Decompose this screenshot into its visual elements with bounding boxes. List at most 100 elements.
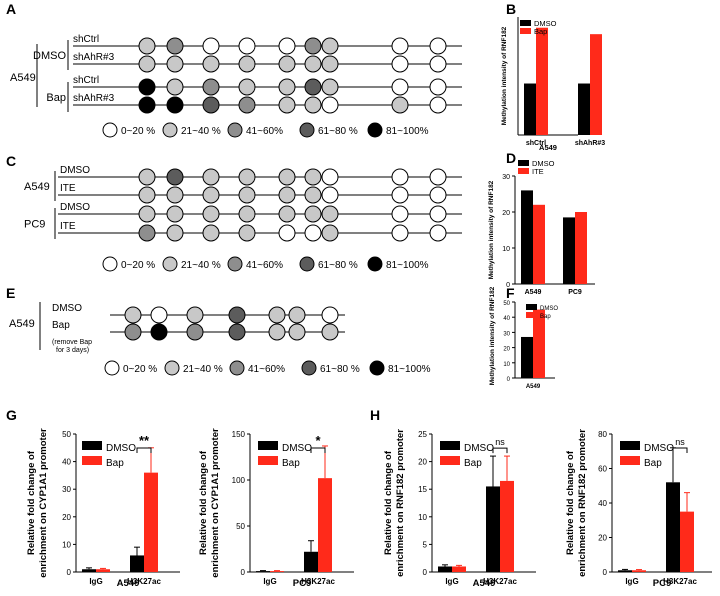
cpg-site-circle [238,37,256,55]
legend-swatch [518,160,529,166]
legend-label: DMSO [106,443,136,454]
cpg-site-circle [304,186,322,204]
cpg-site-circle [288,306,306,324]
cpg-site-circle [304,55,322,73]
legend-swatch [526,304,537,310]
legend-swatch [367,122,383,138]
panel-label-h: H [370,407,380,423]
cpg-site-circle [321,37,339,55]
bar-bap [680,511,694,572]
cpg-site-circle [304,96,322,114]
cpg-site-circle [288,323,306,341]
cpg-site-circle [166,55,184,73]
cpg-site-circle [429,78,447,96]
chart-title: PC9 [653,578,671,589]
row-label: shAhR#3 [73,52,115,63]
panel-label-f: F [506,285,515,301]
legend-label: 81~100% [388,364,431,375]
legend-label: 21~40 % [183,364,223,375]
y-axis-label: Relative fold change of [383,450,394,555]
row-label: DMSO [52,303,82,314]
legend-swatch [440,456,460,465]
cpg-site-circle [238,224,256,242]
cpg-site-circle [202,168,220,186]
legend-label: DMSO [282,443,312,454]
legend-label: 0~20 % [121,126,155,137]
legend-label: DMSO [532,159,555,168]
cpg-site-circle [429,37,447,55]
legend-label: DMSO [540,306,558,312]
y-tick-label: 0 [67,568,72,577]
cpg-site-circle [186,323,204,341]
y-tick-label: 100 [232,476,246,485]
cpg-site-circle [429,186,447,204]
legend-label: Bap [282,458,300,469]
x-tick-label: H3K27ac [663,577,697,586]
cpg-site-circle [202,186,220,204]
bar-dmso [82,569,96,572]
legend-label: 41~60% [248,364,285,375]
legend-label: Bap [540,314,551,320]
row-sublabel: (remove Bap [52,339,92,346]
legend-swatch [620,456,640,465]
bar-dmso [256,571,270,572]
cell-line-label: A549 [10,72,36,84]
x-tick-label: A549 [525,289,542,296]
cpg-site-circle [321,323,339,341]
cpg-site-circle [124,306,142,324]
bar-dmso [666,482,680,572]
cpg-site-circle [304,37,322,55]
cpg-site-circle [429,224,447,242]
significance-marker: ** [139,433,150,448]
y-axis-label: enrichment on RNF182 promoter [577,429,588,577]
y-tick-label: 20 [503,347,510,353]
legend-swatch [82,441,102,450]
bar-bap [270,571,284,572]
row-label: DMSO [60,165,90,176]
legend-label: 61~80 % [318,126,358,137]
chart-panel-g: 0 50 100 150 Relative fold change of enrichme… [198,428,354,589]
row-label: shCtrl [73,34,99,45]
cpg-site-circle [321,78,339,96]
cpg-site-circle [238,186,256,204]
legend-label: 0~20 % [121,260,155,271]
x-tick-label: H3K27ac [301,577,335,586]
legend-swatch [258,441,278,450]
significance-bracket [310,447,326,453]
methylation-diagrams: A549 DMSO shCtrl shAhR#3 Bap shCtrl shAhR#3 0~2… [9,34,462,376]
cpg-site-circle [166,96,184,114]
legend-swatch [369,360,385,376]
bar-dmso [521,336,533,378]
legend-swatch [102,256,118,272]
cpg-site-circle [138,186,156,204]
bar-dmso [563,217,575,284]
legend-label: 41~60% [246,260,283,271]
legend-label: DMSO [644,443,674,454]
bar-bap [500,480,514,572]
x-tick-label: IgG [89,577,102,586]
group-label: DMSO [33,50,66,62]
legend-swatch [164,360,180,376]
cpg-site-circle [138,205,156,223]
legend-label: DMSO [534,19,557,28]
chart-title: A549 [539,143,557,152]
legend-swatch [440,441,460,450]
legend-label: 81~100% [386,260,429,271]
legend-swatch [162,256,178,272]
y-axis-label: Relative fold change of [26,450,37,555]
y-tick-label: 40 [598,499,607,508]
bar-dmso [618,570,632,572]
cpg-site-circle [391,224,409,242]
chart-title: PC9 [293,578,311,589]
significance-marker: ns [675,437,685,447]
cpg-site-circle [202,96,220,114]
bar-dmso [438,566,452,572]
x-tick-label: A549 [526,384,541,390]
cpg-site-circle [321,96,339,114]
cpg-site-circle [138,168,156,186]
y-tick-label: 150 [232,430,246,439]
cpg-site-circle [391,168,409,186]
cpg-site-circle [429,96,447,114]
legend-label: DMSO [464,443,494,454]
bar-charts: Methylation intensity of RNF182 shCtrl shA… [26,17,712,589]
